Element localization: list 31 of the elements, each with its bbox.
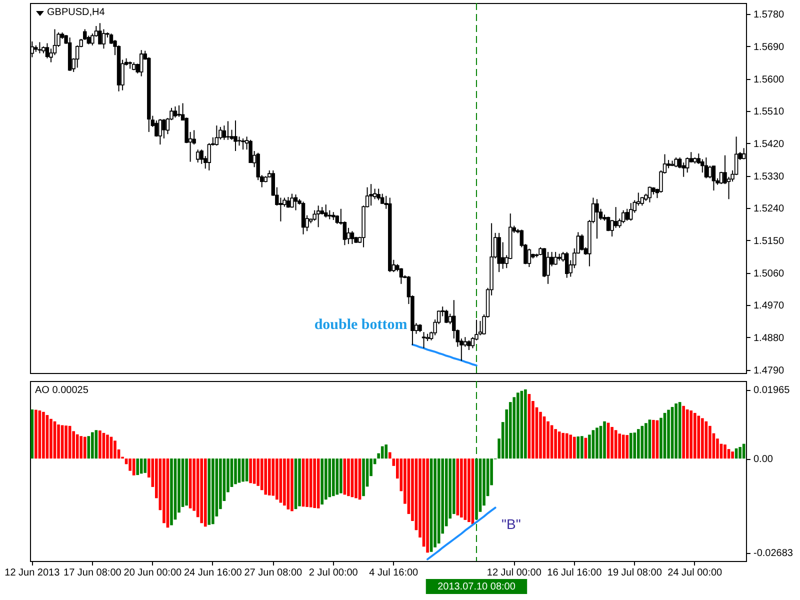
annotation: "B" <box>502 516 521 532</box>
x-tick-label: 24 Jul 00:00 <box>668 568 723 578</box>
x-tick-label: 17 Jun 08:00 <box>64 568 122 578</box>
y-tick-label: 1.5240 <box>754 204 785 215</box>
x-tick-label: 2 Jul 00:00 <box>308 568 358 578</box>
y-tick-label: 1.5420 <box>754 138 785 150</box>
y-tick-label: 1.5780 <box>754 10 785 21</box>
x-tick-label: 12 Jun 2013 <box>4 568 60 578</box>
chart-title: GBPUSD,H4 <box>47 7 106 18</box>
y-tick-label: 1.5510 <box>754 106 785 118</box>
y-tick-label: 1.5330 <box>754 171 785 182</box>
x-tick-label: 27 Jun 08:00 <box>244 568 303 578</box>
y-tick-label: 1.5150 <box>754 236 785 247</box>
y-tick-label: 0.01965 <box>754 385 790 396</box>
chart-title: AO 0.00025 <box>35 385 89 396</box>
y-tick-label: 1.4880 <box>754 332 785 344</box>
x-tick-label: 4 Jul 16:00 <box>369 568 419 578</box>
y-tick-label: 1.5690 <box>754 42 785 53</box>
x-tick-label: 24 Jun 16:00 <box>184 568 242 578</box>
y-tick-label: 1.5060 <box>754 268 785 280</box>
x-tick-label: 12 Jul 00:00 <box>486 568 542 578</box>
y-tick-label: 0.00 <box>754 454 774 466</box>
annotation: double bottom <box>314 317 408 334</box>
x-tick-label: 20 Jun 00:00 <box>124 568 182 578</box>
x-tick-label: 16 Jul 16:00 <box>547 568 602 578</box>
x-tick-label: 19 Jul 08:00 <box>607 568 662 578</box>
y-tick-label: 1.4970 <box>754 300 785 312</box>
x-tick-label: 2013.07.10 08:00 <box>438 582 516 592</box>
y-tick-label: 1.4790 <box>754 365 785 376</box>
y-tick-label: -0.02683 <box>754 548 794 560</box>
y-tick-label: 1.5600 <box>754 74 785 86</box>
